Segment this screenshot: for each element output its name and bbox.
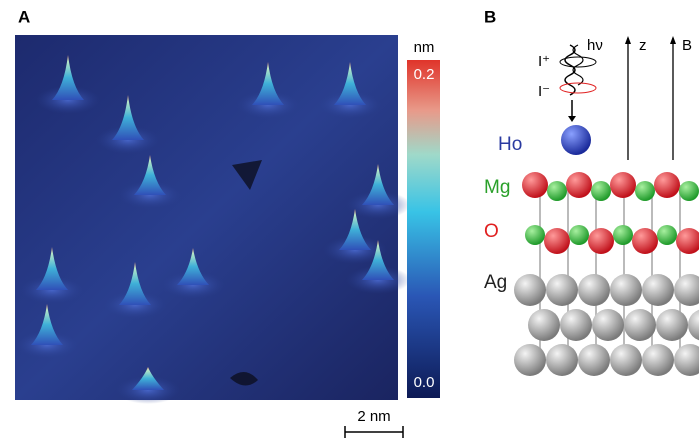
ag-atom: [624, 309, 656, 341]
colorbar-min: 0.0: [414, 374, 435, 391]
colorbar: [407, 60, 440, 398]
o-atom: [544, 228, 570, 254]
mg-atom: [679, 181, 699, 201]
ag-atom: [546, 274, 578, 306]
o-atom: [632, 228, 658, 254]
panel-label: B: [484, 7, 496, 26]
light-label: I⁻: [538, 83, 550, 100]
colorbar-max: 0.2: [414, 66, 435, 83]
layer-label: O: [484, 221, 499, 242]
ag-atom: [528, 309, 560, 341]
ag-atom: [514, 274, 546, 306]
mg-atom: [569, 225, 589, 245]
scale-bar-label: 2 nm: [357, 408, 390, 425]
mg-atom: [525, 225, 545, 245]
ag-atom: [610, 274, 642, 306]
o-atom: [588, 228, 614, 254]
arrow-head: [568, 116, 576, 122]
colorbar-unit: nm: [414, 39, 435, 56]
ag-atom: [688, 309, 699, 341]
axis-arrow: [628, 38, 673, 160]
axis-arrow-head: [625, 36, 676, 44]
light-label: hν: [587, 37, 603, 54]
o-atom: [610, 172, 636, 198]
ho-atom: [561, 125, 591, 155]
ag-atom: [546, 344, 578, 376]
mg-atom: [635, 181, 655, 201]
axis-label: z: [639, 37, 647, 54]
layer-label: Ho: [498, 134, 522, 155]
ag-atom: [560, 309, 592, 341]
scale-bar: [345, 426, 403, 438]
ag-atom: [592, 309, 624, 341]
ag-atom: [514, 344, 546, 376]
ag-atom: [610, 344, 642, 376]
mg-atom: [547, 181, 567, 201]
ag-atom: [578, 274, 610, 306]
ag-atom: [578, 344, 610, 376]
o-atom: [566, 172, 592, 198]
ag-atom: [642, 274, 674, 306]
ag-atom: [656, 309, 688, 341]
ag-atom: [674, 344, 699, 376]
panel-label: A: [18, 7, 30, 26]
crystal: [514, 172, 699, 376]
o-atom: [522, 172, 548, 198]
ag-atom: [642, 344, 674, 376]
layer-label: Ag: [484, 272, 507, 293]
mg-atom: [591, 181, 611, 201]
light-label: I⁺: [538, 53, 550, 70]
mg-atom: [657, 225, 677, 245]
mg-atom: [613, 225, 633, 245]
ag-atom: [674, 274, 699, 306]
o-atom: [654, 172, 680, 198]
axis-label: B: [682, 37, 692, 54]
layer-label: Mg: [484, 177, 510, 198]
figure: A nm 0.2 0.0 2 nm B I⁺ I⁻ hν z B Ho Mg O…: [0, 0, 699, 441]
